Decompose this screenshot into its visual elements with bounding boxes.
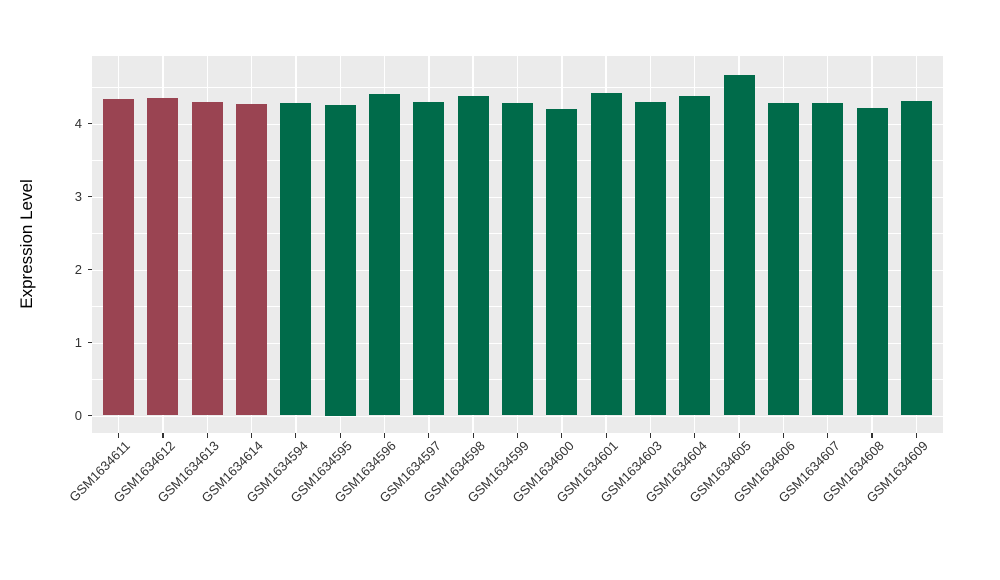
bar-GSM1634609: [900, 100, 932, 416]
y-tick-mark-2: [87, 268, 92, 271]
y-axis-title: Expression Level: [17, 179, 36, 309]
bar-GSM1634614: [236, 103, 268, 416]
bar-GSM1634603: [634, 101, 666, 416]
bar-GSM1634598: [457, 95, 489, 416]
x-tick-mark-GSM1634600: [561, 433, 563, 438]
bar-GSM1634608: [856, 108, 888, 416]
bar-GSM1634600: [546, 108, 578, 416]
bar-GSM1634601: [590, 92, 622, 416]
x-tick-mark-GSM1634613: [206, 433, 208, 438]
y-tick-mark-4: [87, 122, 92, 125]
y-tick-mark-3: [87, 195, 92, 198]
bar-GSM1634599: [502, 103, 533, 416]
x-tick-mark-GSM1634608: [871, 433, 873, 438]
plot-panel: [92, 56, 943, 433]
bar-GSM1634594: [280, 103, 312, 416]
y-tick-label-1: 1: [74, 335, 82, 350]
bar-GSM1634611: [103, 99, 135, 416]
bar-GSM1634606: [767, 103, 799, 416]
x-tick-mark-GSM1634606: [782, 433, 785, 438]
x-tick-mark-GSM1634599: [516, 433, 519, 438]
bar-GSM1634612: [147, 97, 179, 416]
y-tick-label-3: 3: [74, 189, 82, 204]
bar-GSM1634596: [369, 93, 401, 416]
x-tick-mark-GSM1634604: [694, 433, 696, 438]
x-tick-mark-GSM1634611: [117, 433, 120, 438]
x-tick-mark-GSM1634603: [649, 433, 652, 438]
bar-GSM1634597: [413, 102, 445, 416]
x-tick-mark-GSM1634596: [383, 433, 386, 438]
x-tick-mark-GSM1634598: [472, 433, 474, 438]
y-tick-label-4: 4: [74, 116, 82, 131]
x-tick-mark-GSM1634605: [738, 433, 740, 438]
x-tick-mark-GSM1634595: [339, 433, 341, 438]
bar-GSM1634595: [324, 105, 356, 416]
x-tick-mark-GSM1634594: [295, 433, 297, 438]
x-tick-mark-GSM1634607: [827, 433, 829, 438]
y-tick-mark-1: [87, 341, 92, 344]
bar-GSM1634607: [812, 103, 844, 416]
x-tick-mark-GSM1634601: [605, 433, 607, 438]
x-tick-mark-GSM1634612: [162, 433, 164, 438]
y-tick-label-0: 0: [74, 408, 82, 423]
x-tick-mark-GSM1634597: [428, 433, 430, 438]
y-tick-mark-0: [87, 414, 92, 417]
x-tick-mark-GSM1634609: [915, 433, 917, 438]
y-tick-label-2: 2: [74, 262, 82, 277]
x-tick-mark-GSM1634614: [250, 433, 253, 438]
bar-GSM1634605: [723, 74, 755, 416]
bar-GSM1634613: [191, 101, 223, 416]
bar-GSM1634604: [679, 95, 711, 416]
